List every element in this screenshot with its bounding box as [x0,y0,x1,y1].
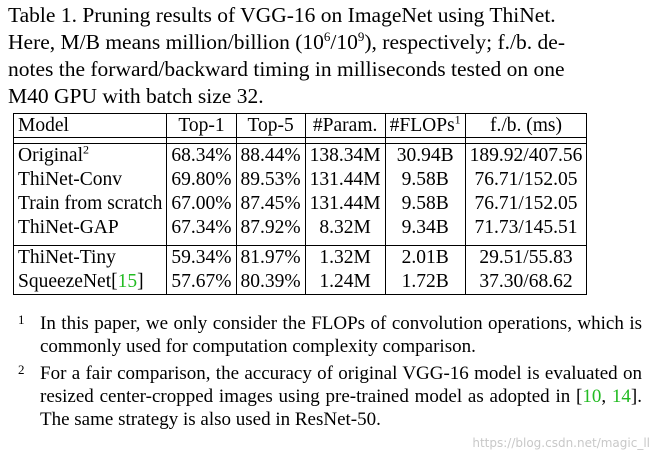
cell-timing: 76.71/152.05 [464,192,588,216]
cell-timing: 29.51/55.83 [464,245,588,270]
citation-link[interactable]: 14 [611,386,631,407]
cell-top5: 81.97% [235,245,306,270]
cell-flops: 9.34B [384,216,466,240]
cell-params: 8.32M [304,216,386,240]
footnote-text: In this paper, we only consider the FLOP… [40,313,642,357]
results-table: Model Top-1 Top-5 #Param. #FLOPs1 f./b. … [12,113,588,295]
cell-flops: 9.58B [384,168,466,192]
cell-model: Train from scratch [12,192,168,216]
cell-timing: 189.92/407.56 [464,143,588,168]
cell-flops: 9.58B [384,192,466,216]
cell-flops: 30.94B [384,143,466,168]
table-header-row: Model Top-1 Top-5 #Param. #FLOPs1 f./b. … [12,113,588,138]
cell-params: 138.34M [304,143,386,168]
cell-top1: 69.80% [166,168,237,192]
cell-top5: 89.53% [235,168,306,192]
cell-model: ThiNet-Conv [12,168,168,192]
cell-params: 1.24M [304,270,386,295]
cell-model: ThiNet-Tiny [12,245,168,270]
cell-top1: 67.00% [166,192,237,216]
header-top5: Top-5 [235,113,306,138]
cell-model: SqueezeNet[15] [12,270,168,295]
footnote-text: For a fair comparison, the accuracy of o… [40,363,642,430]
citation-link[interactable]: 15 [117,271,138,292]
cell-top5: 80.39% [235,270,306,295]
caption-line-2: Here, M/B means million/billion (106/109… [8,28,565,54]
table-row: ThiNet-Conv 69.80% 89.53% 131.44M 9.58B … [12,168,588,192]
caption-line-3: notes the forward/backward timing in mil… [8,57,565,81]
watermark-text: https://blog.csdn.net/magic_ll [472,436,650,450]
cell-top5: 87.92% [235,216,306,240]
cell-flops: 1.72B [384,270,466,295]
cell-top1: 68.34% [166,143,237,168]
cell-params: 131.44M [304,168,386,192]
footnote-mark: 2 [18,362,25,377]
cell-params: 131.44M [304,192,386,216]
cell-model: Original2 [12,143,168,168]
table-row: Original2 68.34% 88.44% 138.34M 30.94B 1… [12,143,588,168]
footnote-2: 2 For a fair comparison, the accuracy of… [18,362,642,431]
header-params: #Param. [304,113,386,138]
cell-top1: 57.67% [166,270,237,295]
cell-top1: 67.34% [166,216,237,240]
cell-timing: 71.73/145.51 [464,216,588,240]
cell-top5: 88.44% [235,143,306,168]
table-row: ThiNet-Tiny 59.34% 81.97% 1.32M 2.01B 29… [12,245,588,270]
footnote-mark: 1 [18,312,25,327]
cell-flops: 2.01B [384,245,466,270]
table-gap [12,240,588,246]
cell-params: 1.32M [304,245,386,270]
header-model: Model [12,113,168,138]
cell-timing: 37.30/68.62 [464,270,588,295]
header-timing: f./b. (ms) [464,113,588,138]
footnote-1: 1 In this paper, we only consider the FL… [18,312,642,358]
citation-link[interactable]: 10 [582,386,602,407]
table-row: ThiNet-GAP 67.34% 87.92% 8.32M 9.34B 71.… [12,216,588,240]
cell-top1: 59.34% [166,245,237,270]
cell-top5: 87.45% [235,192,306,216]
header-top1: Top-1 [166,113,237,138]
table-gap [12,137,588,144]
table-row: SqueezeNet[15] 57.67% 80.39% 1.24M 1.72B… [12,270,588,295]
caption-line-1: Table 1. Pruning results of VGG-16 on Im… [8,3,556,27]
cell-timing: 76.71/152.05 [464,168,588,192]
table-row: Train from scratch 67.00% 87.45% 131.44M… [12,192,588,216]
table-caption: Table 1. Pruning results of VGG-16 on Im… [8,2,646,110]
header-flops: #FLOPs1 [384,113,466,138]
cell-model: ThiNet-GAP [12,216,168,240]
caption-line-4: M40 GPU with batch size 32. [8,84,264,108]
